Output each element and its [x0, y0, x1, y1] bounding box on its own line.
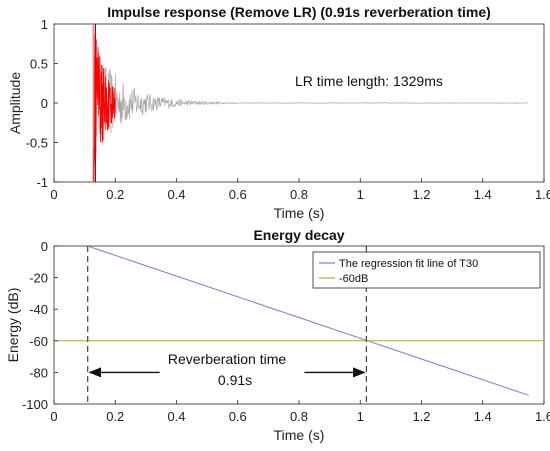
plot1-title: Impulse response (Remove LR) (0.91s reve… [107, 4, 491, 20]
legend-box [312, 251, 541, 289]
x-tick-label: 1.2 [412, 409, 430, 424]
x-tick-label: 1 [357, 409, 364, 424]
y-tick-label: 0 [41, 239, 48, 254]
x-tick-label: 1.4 [474, 187, 492, 202]
y-tick-label: -100 [22, 397, 48, 412]
plot1-xlabel: Time (s) [274, 205, 325, 221]
x-tick-label: 1.4 [474, 409, 492, 424]
y-tick-label: -0.5 [26, 136, 48, 151]
plot1-ylabel: Amplitude [7, 72, 23, 134]
legend-label-0: The regression fit line of T30 [339, 258, 478, 270]
x-tick-label: 0.8 [290, 409, 308, 424]
reverb-value: 0.91s [218, 372, 252, 388]
grey-response-line [93, 51, 529, 158]
x-tick-label: 0.4 [167, 409, 185, 424]
y-tick-label: 1 [41, 17, 48, 32]
regression-fit-line [87, 245, 529, 396]
x-tick-label: 1.2 [412, 187, 430, 202]
x-tick-label: 1.6 [535, 409, 550, 424]
x-tick-label: 0.6 [229, 409, 247, 424]
reverb-label: Reverberation time [168, 351, 286, 367]
plot2-ylabel: Energy (dB) [5, 288, 21, 363]
plot2-xlabel: Time (s) [274, 427, 325, 443]
x-tick-label: 0 [50, 409, 57, 424]
lr-length-annotation: LR time length: 1329ms [295, 73, 443, 89]
impulse-response-plot: 0 0.2 0.4 0.6 0.8 1 1.2 1.4 1.6 1 0.5 0 -0.5 -1 Impuls… [7, 4, 550, 221]
x-tick-label: 0.8 [290, 187, 308, 202]
energy-decay-plot: Reverberation time 0.91s 0 0.2 0.4 0.6 0.8 1 1.2… [5, 227, 550, 443]
x-tick-label: 0.2 [106, 409, 124, 424]
x-tick-label: 1 [357, 187, 364, 202]
x-tick-label: 1.6 [535, 187, 550, 202]
x-tick-label: 0.2 [106, 187, 124, 202]
x-tick-label: 0.4 [167, 187, 185, 202]
red-response-line [93, 35, 116, 182]
plot2-title: Energy decay [253, 227, 344, 243]
legend-label-1: -60dB [339, 273, 368, 285]
y-tick-label: -20 [29, 271, 48, 286]
legend: The regression fit line of T30 -60dB [312, 251, 541, 289]
y-tick-label: 0.5 [30, 57, 48, 72]
x-tick-label: 0.6 [229, 187, 247, 202]
y-tick-label: 0 [41, 96, 48, 111]
y-tick-label: -80 [29, 365, 48, 380]
y-tick-label: -40 [29, 302, 48, 317]
y-tick-label: -60 [29, 334, 48, 349]
x-tick-label: 0 [50, 187, 57, 202]
y-tick-label: -1 [36, 175, 48, 190]
